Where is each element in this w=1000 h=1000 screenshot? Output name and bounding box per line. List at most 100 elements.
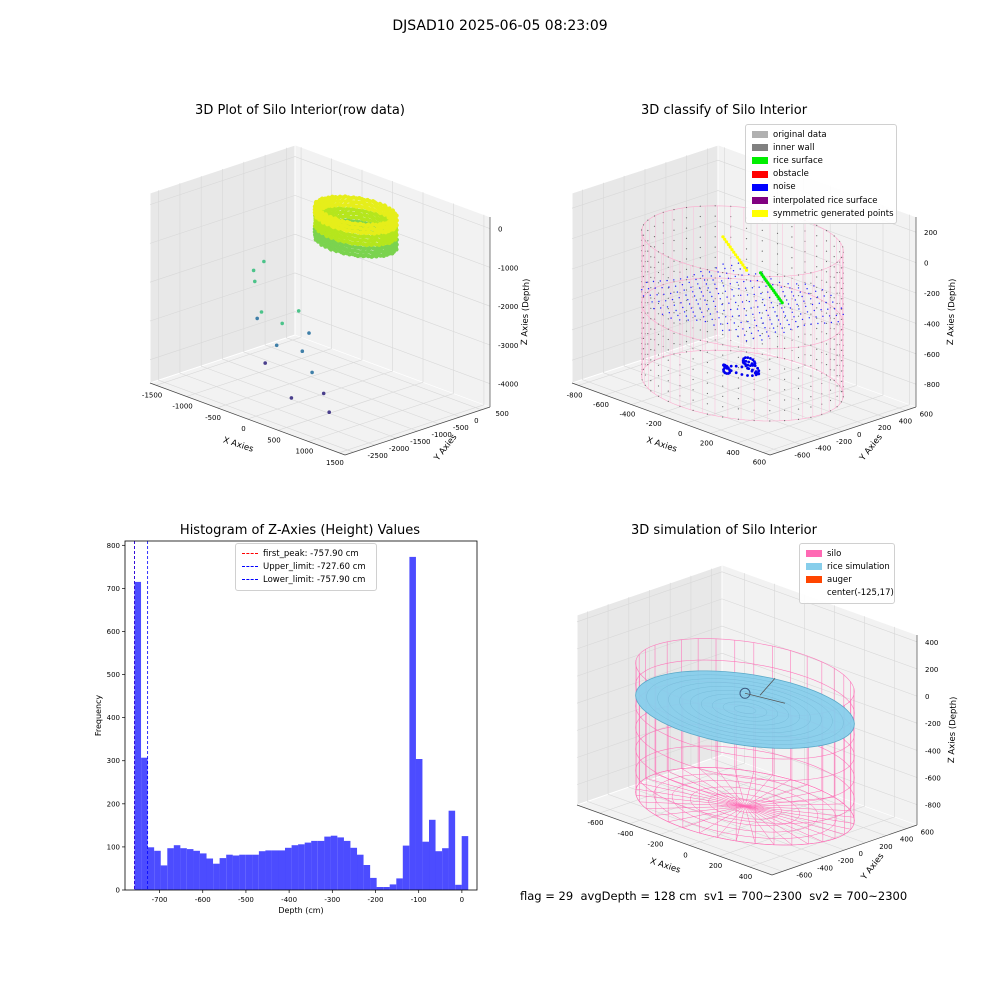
rice-mesh-line xyxy=(712,697,778,722)
wall-point xyxy=(776,305,779,307)
wall-point xyxy=(673,270,675,272)
noise-point xyxy=(786,319,788,321)
noise-point xyxy=(656,294,658,296)
noise-point xyxy=(746,267,748,269)
noise-point xyxy=(679,319,681,321)
legend-label: inner wall xyxy=(773,142,815,153)
noise-point xyxy=(801,295,803,298)
noise-point xyxy=(726,272,728,274)
noise-point xyxy=(741,359,745,362)
wall-point xyxy=(714,225,716,228)
wall-point xyxy=(657,344,660,346)
wall-point xyxy=(810,365,812,367)
wall-point xyxy=(810,416,812,418)
wall-point xyxy=(839,240,841,243)
legend-item-lower-limit: Lower_limit: -757.90 cm xyxy=(242,573,370,586)
data-point xyxy=(328,227,334,233)
noise-point xyxy=(837,321,839,323)
noise-point xyxy=(688,303,691,305)
noise-point xyxy=(702,316,705,318)
noise-point xyxy=(743,308,745,310)
wall-point xyxy=(706,269,709,271)
wall-point xyxy=(833,338,835,340)
wall-point xyxy=(673,229,675,231)
wall-point xyxy=(833,266,835,268)
wall-point xyxy=(673,343,675,345)
wall-point xyxy=(647,229,649,232)
wall-point xyxy=(657,364,660,366)
grid-line xyxy=(571,190,917,263)
noise-point xyxy=(828,315,831,317)
histogram-bar xyxy=(330,835,338,890)
wall-point xyxy=(791,277,793,279)
wall-point xyxy=(791,349,793,352)
noise-point xyxy=(673,304,675,306)
grid-line xyxy=(156,147,302,386)
legend-item-interpolated: interpolated rice surface xyxy=(752,194,890,207)
noise-point xyxy=(764,327,766,329)
wall-point xyxy=(791,226,793,228)
wall-point xyxy=(706,331,709,333)
noise-point xyxy=(731,315,734,317)
grid-line xyxy=(277,192,424,431)
noise-point xyxy=(754,370,758,374)
wall-point xyxy=(722,282,724,284)
y-axis-line xyxy=(344,406,491,456)
tick-label: 800 xyxy=(107,542,120,550)
data-point xyxy=(336,238,341,243)
tick-label: -400 xyxy=(817,864,833,872)
data-point xyxy=(375,216,380,221)
noise-point xyxy=(734,364,738,368)
silo-floor-spoke xyxy=(699,806,746,834)
wall-point xyxy=(644,384,646,386)
silo-floor-spoke xyxy=(744,806,793,846)
noise-point xyxy=(690,307,693,309)
tick-label: -200 xyxy=(838,857,854,865)
noise-point xyxy=(737,262,740,264)
histogram-bar xyxy=(448,810,456,890)
wall-point xyxy=(829,410,832,412)
histogram-bar xyxy=(154,850,161,890)
tick-label: -700 xyxy=(152,896,168,904)
grid-line xyxy=(628,597,824,858)
noise-point xyxy=(822,315,824,317)
noise-point xyxy=(729,364,733,368)
noise-point xyxy=(702,295,704,297)
wall-point xyxy=(840,318,843,320)
data-point xyxy=(331,224,336,230)
silo-floor-spoke xyxy=(734,769,746,807)
tick-label: -4000 xyxy=(498,381,518,389)
noise-point xyxy=(674,285,677,287)
wall-point xyxy=(699,329,701,331)
noise-point xyxy=(767,314,769,316)
noise-point xyxy=(782,291,784,293)
wall-point xyxy=(769,410,771,412)
noise-point xyxy=(791,291,793,293)
silo-floor-spoke xyxy=(744,806,809,845)
legend-item-first-peak: first_peak: -757.90 cm xyxy=(242,547,370,560)
wall-point xyxy=(667,297,669,299)
wall-point xyxy=(650,318,652,320)
noise-point xyxy=(721,303,723,306)
noise-point xyxy=(755,300,757,302)
wall-point xyxy=(816,307,818,309)
noise-point xyxy=(735,301,737,304)
wall-point xyxy=(673,353,675,355)
histogram-bar xyxy=(435,851,443,890)
wall-point xyxy=(791,246,793,248)
silo-floor-spoke xyxy=(668,806,746,822)
data-point xyxy=(259,310,264,314)
wall-point xyxy=(737,418,740,420)
tick-label: -200 xyxy=(836,438,852,446)
wall-point xyxy=(722,292,724,294)
noise-point xyxy=(793,316,795,318)
wall-point xyxy=(825,281,828,283)
noise-point xyxy=(682,306,684,309)
noise-point xyxy=(728,302,730,304)
noise-point xyxy=(745,340,748,342)
noise-point xyxy=(786,299,788,301)
data-point xyxy=(382,203,387,208)
grid-line xyxy=(719,616,865,857)
wall-point xyxy=(797,377,800,379)
silo-floor-spoke xyxy=(646,806,746,809)
